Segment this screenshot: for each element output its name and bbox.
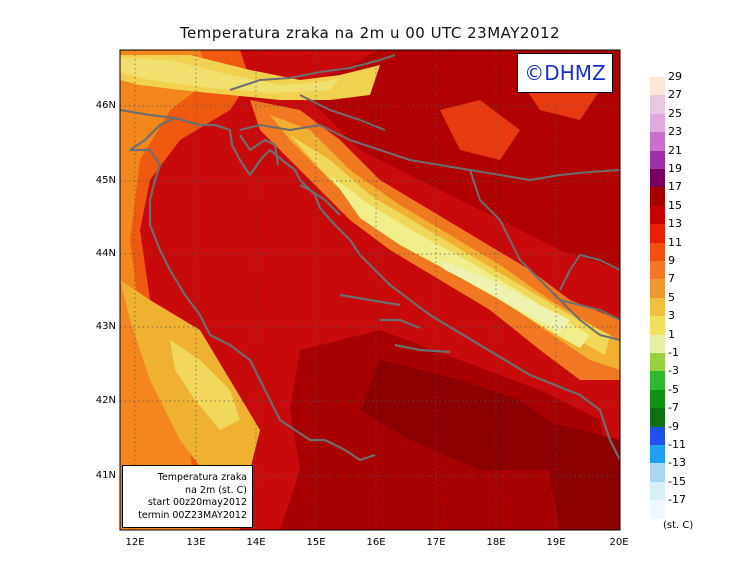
colorbar-label: 21 [668,143,682,157]
colorbar-swatch [650,445,665,464]
lon-label: 12E [125,537,145,548]
lon-label: 14E [246,537,266,548]
colorbar-label: -1 [668,346,679,359]
lon-label: 18E [486,537,506,548]
colorbar-swatch [650,426,665,445]
colorbar-label: -5 [668,382,679,396]
plot-frame [119,49,621,531]
colorbar-swatch [650,242,665,261]
colorbar-swatch [650,481,665,501]
graticule [120,50,620,530]
map-title: Temperatura zraka na 2m u 00 UTC 23MAY20… [179,24,561,42]
colorbar-units: (st. C) [663,520,694,531]
colorbar-label: 1 [668,327,675,341]
colorbar-swatch [650,279,665,298]
colorbar-swatch [650,169,665,188]
colorbar-swatch [650,95,665,114]
colorbar-swatch [650,261,665,280]
colorbar-swatch [650,297,665,317]
colorbar-label: -17 [668,493,686,507]
temperature-field [120,50,620,530]
colorbar-swatch [650,205,665,225]
colorbar-label: -7 [668,401,679,415]
colorbar-label: 11 [668,235,682,249]
colorbar-swatch [650,150,665,169]
colorbar-label: 19 [668,162,682,175]
info-box: Temperatura zraka na 2m (st. C) start 00… [122,465,253,528]
colorbar-swatch [650,371,665,390]
colorbar-swatch [650,334,665,353]
country-borders [229,54,620,341]
lat-label: 44N [95,248,116,259]
colorbar-swatch [650,132,665,151]
lat-label: 41N [95,470,116,481]
colorbar-label: -9 [668,419,679,433]
colorbar-label: 15 [668,198,682,212]
colorbar-swatch [650,463,665,482]
colorbar-label: 7 [668,272,675,286]
lon-label: 17E [426,537,446,548]
lat-label: 43N [95,321,116,332]
info-line: na 2m (st. C) [185,484,247,496]
colorbar-label: -13 [668,456,686,470]
colorbar-label: 27 [668,88,682,102]
lon-label: 15E [306,537,326,548]
colorbar-label: -11 [668,438,686,451]
lat-label: 42N [95,395,116,406]
lon-label: 16E [366,537,386,548]
colorbar-label: 25 [668,106,682,120]
colorbar-label: 29 [668,70,682,83]
colorbar-label: -3 [668,364,679,378]
lat-label: 45N [95,175,116,186]
colorbar-label: -15 [668,474,686,488]
colorbar-swatch [650,316,665,335]
colorbar-swatch [650,500,665,519]
colorbar-swatch [650,113,665,133]
colorbar-swatch [650,77,665,96]
lat-label: 46N [95,100,116,111]
info-line: start 00z20may2012 [147,497,247,508]
colorbar-label: 23 [668,125,682,139]
lon-label: 13E [186,537,206,548]
coastlines [120,108,620,462]
colorbar-label: 5 [668,290,675,304]
colorbar-label: 13 [668,217,682,231]
info-line: termin 00Z23MAY2012 [138,509,247,521]
colorbar-label: 9 [668,254,675,267]
dhmz-logo: ©DHMZ [517,53,613,93]
lon-label: 20E [609,537,629,548]
colorbar-swatch [650,353,665,372]
info-line: Temperatura zraka [157,472,247,483]
colorbar-swatch [650,187,665,206]
lon-label: 19E [546,537,566,548]
colorbar-swatch [650,389,665,409]
colorbar-label: 3 [668,309,675,323]
colorbar-swatch [650,224,665,243]
colorbar-label: 17 [668,180,682,194]
colorbar-swatch [650,408,665,427]
